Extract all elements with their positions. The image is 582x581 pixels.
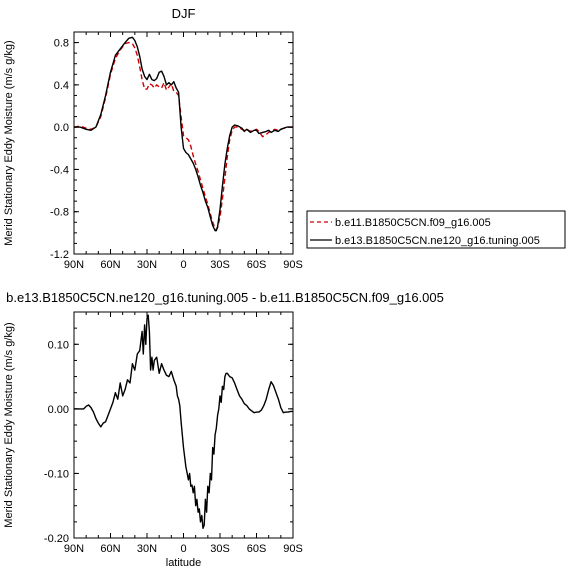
bottom-chart-title: b.e13.B1850C5CN.ne120_g16.tuning.005 - b… bbox=[6, 290, 444, 305]
legend-box bbox=[306, 210, 566, 249]
bottom-chart-panel: b.e13.B1850C5CN.ne120_g16.tuning.005 - b… bbox=[3, 290, 444, 555]
y-tick-label: 0.4 bbox=[54, 80, 69, 92]
x-tick-label: 90S bbox=[283, 543, 303, 555]
x-tick-label: 90S bbox=[283, 259, 303, 271]
x-tick-label: 90N bbox=[64, 543, 84, 555]
top-chart-panel: DJF 90N 60N 30N 0 30S 60S 90S -1.2 -0.8 -0.4 0.0 0… bbox=[3, 6, 303, 271]
x-tick-label: 60S bbox=[247, 259, 267, 271]
y-tick-label: -1.2 bbox=[50, 249, 69, 261]
bottom-chart-y-axis-label: Merid Stationary Eddy Moisture (m/s g/kg… bbox=[3, 322, 15, 527]
legend-label-0: b.e11.B1850C5CN.f09_g16.005 bbox=[335, 217, 491, 229]
top-chart-y-axis-label: Merid Stationary Eddy Moisture (m/s g/kg… bbox=[3, 40, 15, 245]
x-tick-label: 0 bbox=[180, 259, 186, 271]
bottom-chart-frame bbox=[73, 311, 294, 539]
legend: b.e11.B1850C5CN.f09_g16.005 b.e13.B1850C… bbox=[306, 210, 566, 249]
x-tick-label: 30S bbox=[210, 259, 230, 271]
x-tick-label: 60N bbox=[100, 543, 120, 555]
series-line-1-0 bbox=[74, 314, 293, 529]
x-tick-label: 90N bbox=[64, 259, 84, 271]
x-tick-label: 30N bbox=[137, 259, 157, 271]
y-tick-label: -0.8 bbox=[50, 207, 69, 219]
x-tick-label: 30S bbox=[210, 543, 230, 555]
x-tick-label: 0 bbox=[180, 543, 186, 555]
y-tick-label: -0.20 bbox=[44, 533, 69, 545]
y-tick-label: -0.10 bbox=[44, 468, 69, 480]
top-chart-title: DJF bbox=[172, 6, 196, 21]
y-tick-label: 0.00 bbox=[48, 404, 69, 416]
series-line-0-0 bbox=[73, 41, 293, 231]
y-tick-label: 0.8 bbox=[54, 38, 69, 50]
series-line-0-1 bbox=[74, 36, 293, 232]
legend-label-1: b.e13.B1850C5CN.ne120_g16.tuning.005 bbox=[335, 235, 540, 247]
x-tick-label: 30N bbox=[137, 543, 157, 555]
bottom-chart-x-axis-label: latitude bbox=[166, 557, 201, 569]
y-tick-label: 0.0 bbox=[54, 122, 69, 134]
y-tick-label: 0.10 bbox=[48, 339, 69, 351]
y-tick-label: -0.4 bbox=[50, 164, 69, 176]
x-tick-label: 60N bbox=[100, 259, 120, 271]
x-tick-label: 60S bbox=[247, 543, 267, 555]
